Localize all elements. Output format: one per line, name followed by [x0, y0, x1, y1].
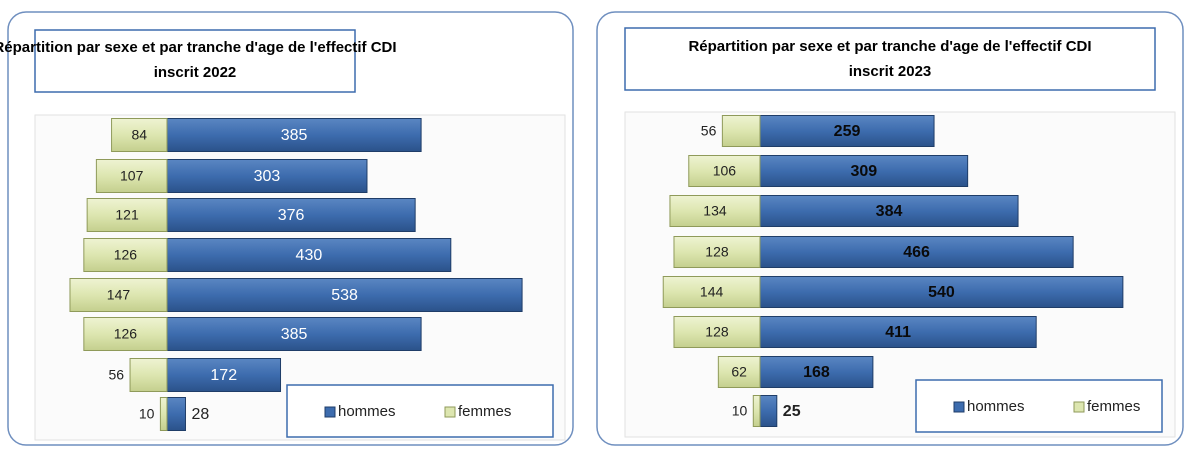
data-label: 144: [700, 284, 724, 300]
data-label: 303: [254, 168, 281, 185]
data-label: 121: [115, 207, 139, 223]
data-label: 28: [191, 406, 209, 423]
data-label: 56: [701, 123, 717, 139]
data-label: 126: [114, 247, 138, 263]
data-label: 10: [732, 403, 748, 419]
data-label: 147: [107, 287, 131, 303]
data-label: 62: [731, 364, 747, 380]
bar: [721, 115, 761, 147]
bar: [166, 118, 422, 152]
bar: [166, 397, 186, 431]
bar: [759, 276, 1124, 308]
bar: [166, 317, 422, 351]
legend-label: hommes: [967, 398, 1025, 415]
bar: [752, 395, 761, 427]
data-label: 540: [928, 284, 955, 301]
bar: [673, 316, 761, 348]
bar: [166, 238, 452, 272]
bar: [669, 195, 761, 227]
legend-label: femmes: [1087, 398, 1140, 415]
data-label: 56: [108, 367, 124, 383]
bar: [83, 317, 168, 351]
bar: [759, 236, 1074, 268]
bar: [166, 278, 523, 312]
bar: [662, 276, 761, 308]
data-label: 128: [705, 244, 729, 260]
data-label: 385: [281, 127, 308, 144]
bar: [159, 397, 168, 431]
data-label: 134: [703, 203, 727, 219]
bar: [69, 278, 168, 312]
data-label: 107: [120, 168, 144, 184]
data-label: 385: [281, 326, 308, 343]
legend-swatch: [324, 406, 336, 418]
bar: [759, 195, 1019, 227]
bar: [166, 159, 368, 193]
legend-swatch: [444, 406, 456, 418]
bar: [688, 155, 761, 187]
legend-label: hommes: [338, 403, 396, 420]
bar: [759, 316, 1037, 348]
chart-title: Répartition par sexe et par tranche d'ag…: [688, 38, 1091, 80]
bar: [95, 159, 168, 193]
bar: [166, 198, 416, 232]
bar: [166, 358, 282, 392]
bar: [717, 356, 761, 388]
data-label: 126: [114, 326, 138, 342]
data-label: 10: [139, 406, 155, 422]
data-label: 259: [834, 123, 861, 140]
data-label: 172: [210, 367, 237, 384]
data-label: 128: [705, 324, 729, 340]
data-label: 384: [876, 203, 903, 220]
data-label: 84: [131, 127, 147, 143]
data-label: 106: [713, 163, 737, 179]
bar: [111, 118, 168, 152]
title-box: [34, 29, 356, 93]
legend-label: femmes: [458, 403, 511, 420]
data-label: 168: [803, 364, 830, 381]
data-label: 430: [296, 247, 323, 264]
data-label: 309: [850, 163, 877, 180]
bar: [129, 358, 168, 392]
bar: [86, 198, 168, 232]
legend-swatch: [953, 401, 965, 413]
data-label: 538: [331, 287, 358, 304]
title-box: [624, 27, 1156, 91]
bar: [673, 236, 761, 268]
data-label: 466: [903, 244, 930, 261]
data-label: 411: [885, 324, 911, 341]
legend-swatch: [1073, 401, 1085, 413]
data-label: 25: [783, 403, 801, 420]
chart-title: Répartition par sexe et par tranche d'ag…: [0, 39, 397, 81]
bar: [759, 115, 935, 147]
bar: [759, 356, 874, 388]
bar: [83, 238, 168, 272]
data-label: 376: [278, 207, 305, 224]
bar: [759, 395, 778, 427]
